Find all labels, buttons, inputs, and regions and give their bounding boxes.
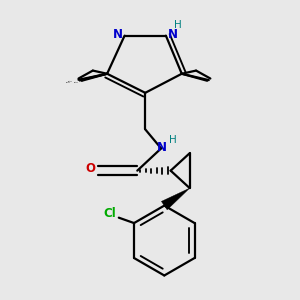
Text: N: N bbox=[157, 141, 167, 154]
Text: methyl: methyl bbox=[68, 80, 72, 82]
Polygon shape bbox=[161, 188, 190, 210]
Text: methyl: methyl bbox=[66, 82, 71, 83]
Text: methyl: methyl bbox=[79, 80, 83, 82]
Text: H: H bbox=[169, 136, 177, 146]
Text: Cl: Cl bbox=[104, 207, 117, 220]
Text: H: H bbox=[174, 20, 182, 31]
Text: N: N bbox=[168, 28, 178, 40]
Text: O: O bbox=[85, 162, 96, 175]
Text: N: N bbox=[112, 28, 123, 40]
Text: methyl: methyl bbox=[74, 82, 79, 83]
